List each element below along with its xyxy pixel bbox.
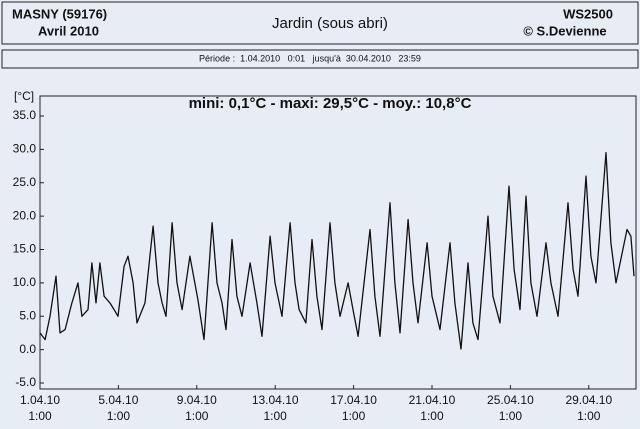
y-axis-label: [°C] [14, 89, 34, 103]
period: Période : 1.04.2010 0:01 jusqu'à 30.04.2… [199, 53, 421, 63]
x-tick-label: 1.04.10 1:00 [19, 393, 61, 423]
y-tick-label: 5.0 [19, 308, 36, 322]
x-tick-label: 21.04.10 1:00 [408, 393, 456, 423]
y-tick-label: 15.0 [13, 242, 37, 256]
y-tick-label: 35.0 [13, 108, 37, 122]
device: WS2500 [563, 6, 613, 21]
header-title: Jardin (sous abri) [272, 15, 388, 32]
header-box [1, 1, 639, 45]
temperature-line [39, 152, 635, 350]
x-tick-label: 9.04.10 1:00 [176, 393, 217, 423]
period-box [1, 49, 639, 69]
x-tick-label: 25.04.10 1:00 [487, 393, 534, 423]
y-tick-label: 0.0 [19, 342, 36, 356]
x-tick-label: 5.04.10 1:00 [98, 393, 139, 423]
y-tick-label: -5.0 [15, 375, 36, 389]
y-tick-label: 20.0 [13, 208, 37, 222]
x-tick-label: 17.04.10 1:00 [330, 393, 377, 423]
station: MASNY (59176) [12, 6, 107, 21]
y-tick-label: 25.0 [13, 175, 37, 189]
x-tick-label: 29.04.10 1:00 [565, 393, 613, 423]
annotation: mini: 0,1°C - maxi: 29,5°C - moy.: 10,8°… [189, 95, 472, 112]
month: Avril 2010 [38, 23, 99, 38]
y-tick-label: 30.0 [13, 142, 37, 156]
author: © S.Devienne [523, 23, 606, 38]
x-tick-label: 13.04.10 1:00 [251, 393, 299, 423]
plot-frame [39, 95, 637, 390]
y-tick-label: 10.0 [13, 275, 37, 289]
